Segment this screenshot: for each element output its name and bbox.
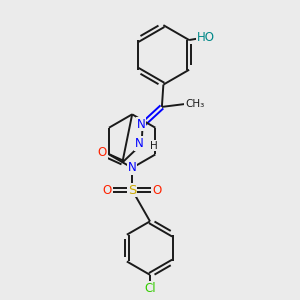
Text: HO: HO	[196, 31, 214, 44]
Text: H: H	[150, 140, 158, 151]
Text: Cl: Cl	[144, 282, 156, 295]
Text: O: O	[98, 146, 107, 159]
Text: S: S	[128, 184, 136, 196]
Text: N: N	[128, 161, 136, 174]
Text: CH₃: CH₃	[185, 99, 204, 109]
Text: N: N	[137, 118, 146, 130]
Text: O: O	[103, 184, 112, 196]
Text: N: N	[135, 137, 143, 150]
Text: O: O	[152, 184, 161, 196]
